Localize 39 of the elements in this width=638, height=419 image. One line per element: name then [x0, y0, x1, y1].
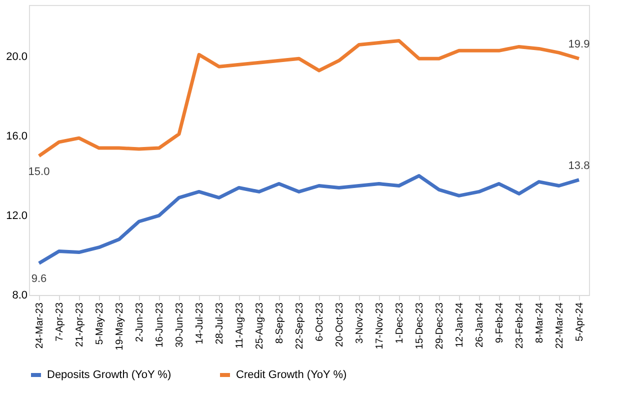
x-tick-label: 2-Jun-23	[134, 302, 146, 342]
x-tick-label: 1-Dec-23	[394, 302, 406, 344]
x-tick-label: 23-Feb-24	[514, 302, 526, 349]
x-tick-label: 21-Apr-23	[74, 302, 86, 347]
x-tick-label: 5-Apr-24	[574, 302, 586, 342]
data-label: 15.0	[28, 166, 50, 178]
y-tick-label: 16.0	[6, 130, 28, 143]
x-tick-label: 12-Jan-24	[454, 302, 466, 348]
line-series	[37, 174, 581, 265]
x-tick-label: 26-Jan-24	[474, 302, 486, 348]
x-tick-label: 19-May-23	[114, 302, 126, 350]
x-tick-label: 24-Mar-23	[34, 302, 46, 349]
data-label: 19.9	[568, 38, 590, 51]
x-tick-label: 22-Sep-23	[294, 302, 306, 350]
x-tick-label: 9-Feb-24	[494, 302, 506, 344]
x-tick-label: 25-Aug-23	[254, 302, 266, 350]
x-tick-label: 8-Sep-23	[274, 302, 286, 344]
x-tick-label: 11-Aug-23	[234, 302, 246, 348]
x-tick-label: 22-Mar-24	[554, 302, 566, 349]
data-label: 13.8	[568, 160, 590, 172]
x-tick-label: 15-Dec-23	[414, 302, 426, 350]
x-tick-label: 5-May-23	[94, 302, 106, 345]
x-tick-label: 28-Jul-23	[214, 302, 226, 344]
y-tick-label: 8.0	[12, 290, 28, 302]
x-tick-label: 14-Jul-23	[194, 302, 206, 344]
x-tick-label: 7-Apr-23	[54, 302, 66, 342]
x-tick-label: 30-Jun-23	[174, 302, 186, 348]
y-tick-label: 12.0	[6, 210, 28, 222]
legend-label: Credit Growth (YoY %)	[236, 369, 347, 381]
x-tick-label: 3-Nov-23	[354, 302, 366, 344]
data-label: 9.6	[31, 273, 47, 286]
legend-label: Deposits Growth (YoY %)	[47, 369, 172, 381]
x-tick-label: 20-Oct-23	[334, 302, 346, 347]
x-tick-label: 16-Jun-23	[154, 302, 166, 348]
x-tick-label: 8-Mar-24	[534, 302, 546, 344]
x-tick-label: 29-Dec-23	[434, 302, 446, 350]
x-tick-label: 6-Oct-23	[314, 302, 326, 342]
y-tick-label: 20.0	[6, 51, 28, 64]
x-tick-label: 17-Nov-23	[374, 302, 386, 350]
